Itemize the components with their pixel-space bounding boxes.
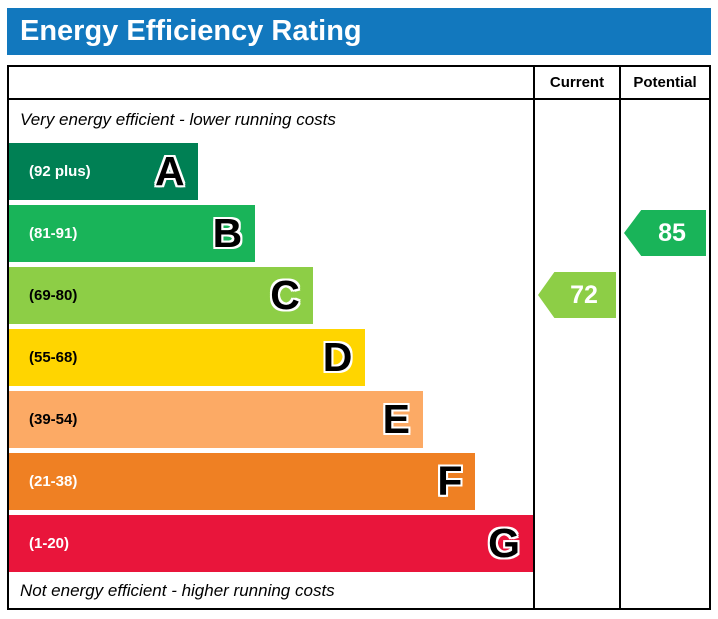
bands: (92 plus) A (81-91) B (69-80) C (55-68) … [9,140,533,574]
band-letter: D [322,333,353,380]
band-bar: (21-38) F [9,452,476,510]
band-bar: (39-54) E [9,390,423,448]
band-letter: C [270,271,300,318]
band-row: (55-68) D [9,326,533,388]
band-bar: (69-80) C [9,266,313,324]
current-rating-arrow: 72 [538,272,616,318]
band-range-label: (81-91) [29,224,78,242]
band-row: (81-91) B [9,202,533,264]
band-letter: B [212,209,243,256]
band-bar: (81-91) B [9,204,256,262]
bands-area: Very energy efficient - lower running co… [9,100,535,608]
potential-rating-value: 85 [658,218,686,247]
current-rating-value: 72 [570,280,598,309]
band-row: (69-80) C [9,264,533,326]
header-potential: Potential [621,67,709,100]
band-row: (1-20) G [9,512,533,574]
band-range-label: (1-20) [29,534,70,552]
band-bar: (1-20) G [9,514,533,572]
current-column: 72 [535,100,621,608]
band-letter: G [488,519,520,566]
title-bar: Energy Efficiency Rating [7,8,711,55]
band-range-label: (39-54) [29,410,78,428]
band-row: (21-38) F [9,450,533,512]
band-row: (39-54) E [9,388,533,450]
band-range-label: (69-80) [29,286,78,304]
page-title: Energy Efficiency Rating [20,15,362,47]
potential-column: 85 [621,100,709,608]
band-bar: (92 plus) A [9,142,198,200]
energy-rating-chart: Current Potential Very energy efficient … [7,65,711,610]
header-current: Current [535,67,621,100]
band-range-label: (92 plus) [29,162,91,180]
band-letter: A [155,147,185,194]
band-letter: F [437,457,463,504]
top-note: Very energy efficient - lower running co… [20,110,336,129]
potential-rating-arrow: 85 [624,210,706,256]
band-range-label: (21-38) [29,472,78,490]
band-row: (92 plus) A [9,140,533,202]
band-letter: E [382,395,410,442]
header-spacer [9,67,535,100]
band-bar: (55-68) D [9,328,366,386]
band-range-label: (55-68) [29,348,78,366]
bottom-note: Not energy efficient - higher running co… [20,581,335,600]
